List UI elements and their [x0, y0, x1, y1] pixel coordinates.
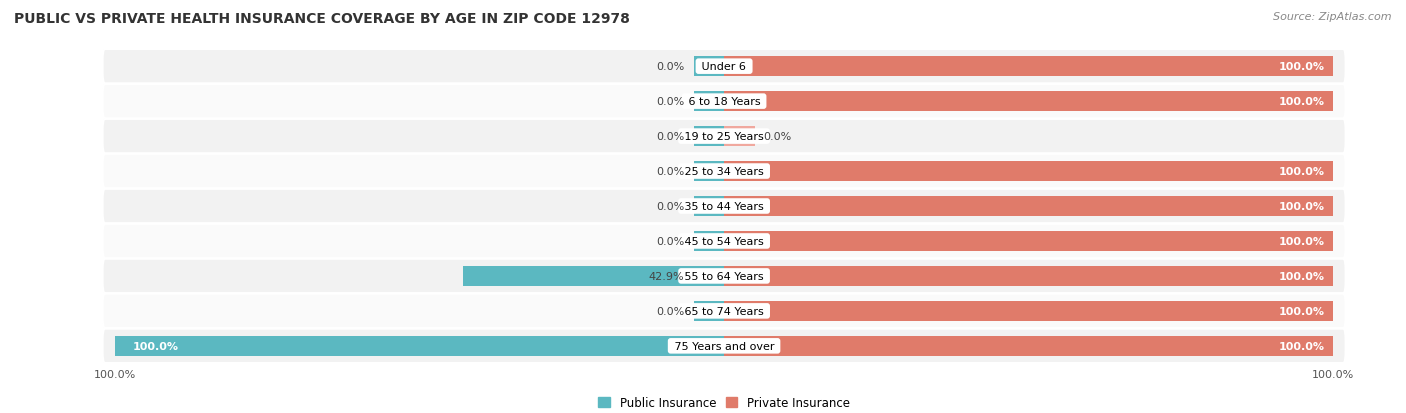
Text: 100.0%: 100.0%	[1278, 62, 1324, 72]
Text: 0.0%: 0.0%	[657, 202, 685, 211]
Text: 45 to 54 Years: 45 to 54 Years	[681, 236, 768, 247]
Text: 55 to 64 Years: 55 to 64 Years	[681, 271, 768, 281]
Text: 0.0%: 0.0%	[657, 166, 685, 177]
FancyBboxPatch shape	[103, 329, 1346, 363]
Text: 42.9%: 42.9%	[648, 271, 685, 281]
FancyBboxPatch shape	[103, 50, 1346, 84]
Text: 100.0%: 100.0%	[1278, 306, 1324, 316]
Text: 100.0%: 100.0%	[1278, 271, 1324, 281]
Bar	[693, 197, 724, 216]
FancyBboxPatch shape	[103, 190, 1346, 223]
FancyBboxPatch shape	[103, 224, 1346, 259]
FancyBboxPatch shape	[103, 294, 1346, 328]
Bar	[724, 57, 1333, 77]
Bar	[693, 127, 724, 147]
Text: 35 to 44 Years: 35 to 44 Years	[681, 202, 768, 211]
Text: 0.0%: 0.0%	[657, 306, 685, 316]
Text: 65 to 74 Years: 65 to 74 Years	[681, 306, 768, 316]
Bar	[724, 161, 1333, 182]
Bar	[724, 92, 1333, 112]
Bar	[693, 161, 724, 182]
Text: 6 to 18 Years: 6 to 18 Years	[685, 97, 763, 107]
Text: 0.0%: 0.0%	[657, 236, 685, 247]
Bar	[693, 301, 724, 321]
Text: 75 Years and over: 75 Years and over	[671, 341, 778, 351]
Text: 25 to 34 Years: 25 to 34 Years	[681, 166, 768, 177]
Bar	[724, 336, 1333, 356]
FancyBboxPatch shape	[103, 259, 1346, 293]
Bar	[724, 197, 1333, 216]
Text: Source: ZipAtlas.com: Source: ZipAtlas.com	[1274, 12, 1392, 22]
Text: 100.0%: 100.0%	[1278, 236, 1324, 247]
Text: PUBLIC VS PRIVATE HEALTH INSURANCE COVERAGE BY AGE IN ZIP CODE 12978: PUBLIC VS PRIVATE HEALTH INSURANCE COVER…	[14, 12, 630, 26]
Text: 0.0%: 0.0%	[657, 97, 685, 107]
FancyBboxPatch shape	[103, 85, 1346, 119]
Bar	[693, 231, 724, 252]
Bar	[693, 92, 724, 112]
Text: 100.0%: 100.0%	[1278, 166, 1324, 177]
Text: 100.0%: 100.0%	[1278, 202, 1324, 211]
Text: 0.0%: 0.0%	[763, 132, 792, 142]
Text: 0.0%: 0.0%	[657, 62, 685, 72]
Bar	[724, 301, 1333, 321]
Text: 100.0%: 100.0%	[1278, 341, 1324, 351]
Legend: Public Insurance, Private Insurance: Public Insurance, Private Insurance	[593, 392, 855, 413]
Bar	[724, 266, 1333, 286]
Text: Under 6: Under 6	[699, 62, 749, 72]
Text: 100.0%: 100.0%	[134, 341, 179, 351]
FancyBboxPatch shape	[103, 120, 1346, 154]
Text: 100.0%: 100.0%	[1278, 97, 1324, 107]
Text: 0.0%: 0.0%	[657, 132, 685, 142]
Bar	[463, 266, 724, 286]
Bar	[724, 127, 755, 147]
Bar	[115, 336, 724, 356]
Text: 19 to 25 Years: 19 to 25 Years	[681, 132, 768, 142]
Bar	[693, 57, 724, 77]
FancyBboxPatch shape	[103, 154, 1346, 189]
Bar	[724, 231, 1333, 252]
